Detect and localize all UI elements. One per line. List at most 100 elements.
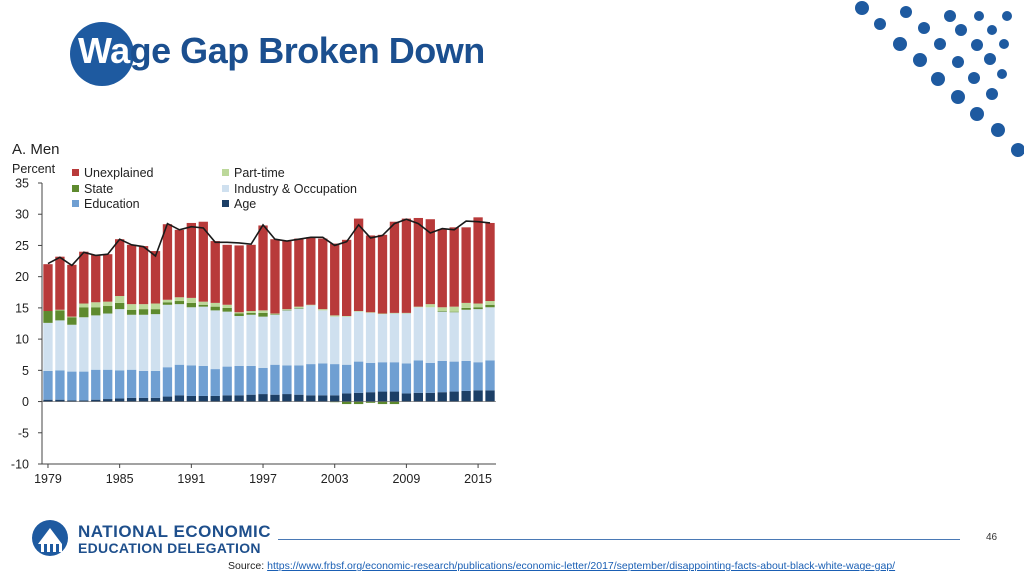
bar-segment-unexplained <box>91 254 101 303</box>
bar-segment-industry_occupation <box>43 322 53 371</box>
bar-segment-state <box>234 313 244 317</box>
bar-segment-unexplained <box>246 244 256 312</box>
bar-segment-age <box>437 392 447 402</box>
bar-segment-age <box>330 395 340 402</box>
bar-segment-industry_occupation <box>306 305 316 365</box>
bar-segment-state <box>67 317 77 325</box>
legend-swatch-industry_occupation <box>222 185 229 192</box>
bar-segment-age <box>246 394 256 402</box>
bar-segment-state <box>258 312 268 317</box>
bar-segment-education <box>473 362 483 391</box>
bar-segment-state <box>389 401 400 405</box>
bar-segment-education <box>162 367 173 397</box>
plot-area <box>41 183 496 465</box>
legend-label-unexplained: Unexplained <box>84 166 154 180</box>
bar-segment-state <box>365 401 376 403</box>
y-tick-label: 15 <box>15 301 29 315</box>
bar-segment-part_time <box>294 306 304 308</box>
bar-segment-education <box>258 367 268 395</box>
legend-label-age: Age <box>234 197 256 211</box>
bar-segment-age <box>461 390 471 402</box>
bar-segment-unexplained <box>138 246 149 305</box>
bar-segment-education <box>425 362 435 393</box>
bar-segment-unexplained <box>174 229 185 298</box>
bar-segment-part_time <box>210 302 220 307</box>
bar-segment-state <box>222 307 232 312</box>
source-label: Source: <box>228 560 268 572</box>
y-tick-label: 30 <box>15 208 29 222</box>
bar-segment-part_time <box>306 304 316 306</box>
bar-segment-age <box>174 395 185 402</box>
bar-segment-state <box>449 311 459 313</box>
bar-segment-age <box>282 394 292 402</box>
bar-segment-part_time <box>353 311 364 312</box>
bar-segment-part_time <box>150 303 161 310</box>
y-tick-label: -5 <box>18 426 29 440</box>
bar-segment-part_time <box>198 301 208 305</box>
bar-segment-industry_occupation <box>138 314 149 371</box>
bar-segment-unexplained <box>126 244 137 305</box>
bar-segment-industry_occupation <box>198 306 208 366</box>
bar-segment-state <box>461 307 471 310</box>
bar-segment-education <box>377 362 388 392</box>
x-tick-label: 2015 <box>464 472 492 486</box>
bar-segment-part_time <box>186 297 196 303</box>
bar-segment-unexplained <box>282 241 292 310</box>
legend-swatch-part_time <box>222 169 229 176</box>
bar-segment-unexplained <box>437 229 447 308</box>
bar-segment-part_time <box>138 304 149 310</box>
bar-segment-education <box>306 364 316 396</box>
legend-swatch-unexplained <box>72 169 79 176</box>
bar-segment-part_time <box>91 302 101 308</box>
bar-segment-unexplained <box>413 217 423 307</box>
decorative-dots <box>855 1 1024 157</box>
bar-segment-industry_occupation <box>425 307 435 363</box>
bar-segment-part_time <box>222 304 232 308</box>
bar-segment-part_time <box>377 313 388 315</box>
bar-segment-industry_occupation <box>294 308 304 366</box>
bar-segment-unexplained <box>318 238 328 310</box>
bar-segment-unexplained <box>473 217 483 304</box>
bar-segment-state <box>91 307 101 316</box>
bar-segment-state <box>150 309 161 315</box>
legend-swatch-state <box>72 185 79 192</box>
bar-segment-part_time <box>103 301 113 307</box>
bar-segment-part_time <box>67 316 77 318</box>
bar-segment-industry_occupation <box>103 313 113 370</box>
bar-segment-education <box>389 362 400 392</box>
bar-segment-unexplained <box>425 219 435 305</box>
bar-segment-education <box>330 364 340 396</box>
bar-segment-age <box>365 392 376 402</box>
bar-segment-part_time <box>365 312 376 313</box>
x-tick-label: 1985 <box>106 472 134 486</box>
bar-segment-industry_occupation <box>246 314 256 366</box>
bar-segment-state <box>270 314 280 315</box>
org-name-line2: EDUCATION DELEGATION <box>78 540 261 556</box>
bar-segment-unexplained <box>150 251 161 304</box>
bar-segment-state <box>138 309 149 315</box>
org-name-line1: NATIONAL ECONOMIC <box>78 522 271 541</box>
bar-segment-part_time <box>282 309 292 310</box>
bar-segment-unexplained <box>43 264 53 312</box>
bar-segment-unexplained <box>222 244 232 305</box>
bar-segment-education <box>174 364 185 396</box>
bar-segment-unexplained <box>210 241 220 303</box>
bar-segment-state <box>330 401 340 403</box>
bar-segment-industry_occupation <box>126 314 137 370</box>
page-title: Wage Gap Broken Down <box>78 30 485 72</box>
bar-segment-age <box>115 398 125 402</box>
bar-segment-education <box>126 369 137 398</box>
bar-segment-age <box>210 395 220 402</box>
bar-segment-education <box>138 370 149 398</box>
bar-segment-industry_occupation <box>79 317 89 372</box>
bar-segment-industry_occupation <box>449 312 459 362</box>
bar-segment-part_time <box>162 299 173 303</box>
bar-segment-industry_occupation <box>413 307 423 361</box>
bar-segment-education <box>342 364 352 394</box>
bar-segment-age <box>138 397 149 402</box>
x-tick-label: 2009 <box>392 472 420 486</box>
bar-segment-state <box>210 306 220 311</box>
bar-segment-part_time <box>413 306 423 308</box>
bar-segment-unexplained <box>115 239 125 297</box>
source-link[interactable]: https://www.frbsf.org/economic-research/… <box>267 560 896 572</box>
